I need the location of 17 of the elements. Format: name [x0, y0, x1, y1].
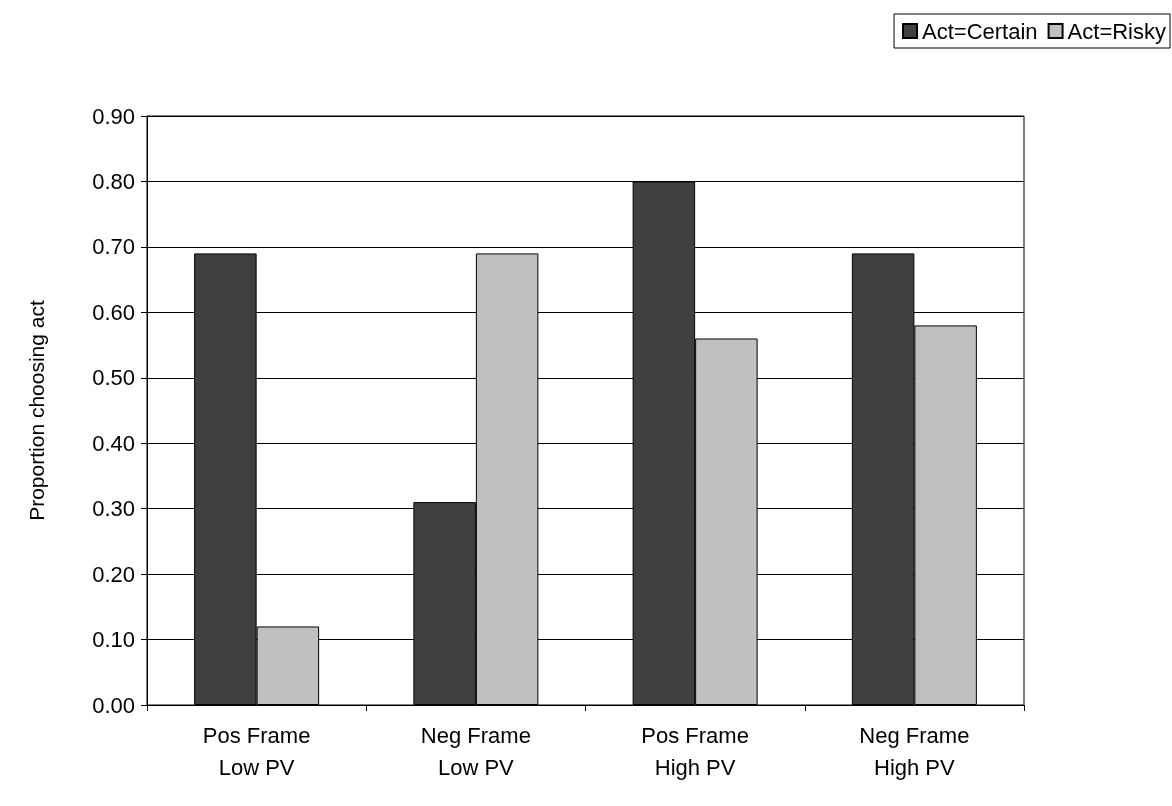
- legend-label: Act=Certain: [922, 18, 1038, 44]
- x-tick-label: Pos Frame Low PV: [202, 722, 311, 780]
- y-tick-label: 0.90: [92, 103, 135, 129]
- y-tick-label: 0.30: [92, 496, 135, 522]
- y-tick-label: 0.70: [92, 234, 135, 260]
- x-tick-label: Pos Frame High PV: [641, 722, 749, 780]
- y-tick-label: 0.20: [92, 561, 135, 587]
- y-tick-label: 0.00: [92, 692, 135, 718]
- x-tick-label: Neg Frame Low PV: [420, 722, 531, 780]
- legend-label: Act=Risky: [1067, 18, 1167, 44]
- y-tick-label: 0.60: [92, 299, 135, 325]
- y-tick-label: 0.80: [92, 168, 135, 194]
- y-tick-label: 0.40: [92, 430, 135, 456]
- y-axis-title: Proportion choosing act: [25, 300, 48, 521]
- y-tick-label: 0.50: [92, 365, 135, 391]
- y-tick-label: 0.10: [92, 627, 135, 653]
- x-tick-label: Neg Frame High PV: [859, 722, 970, 780]
